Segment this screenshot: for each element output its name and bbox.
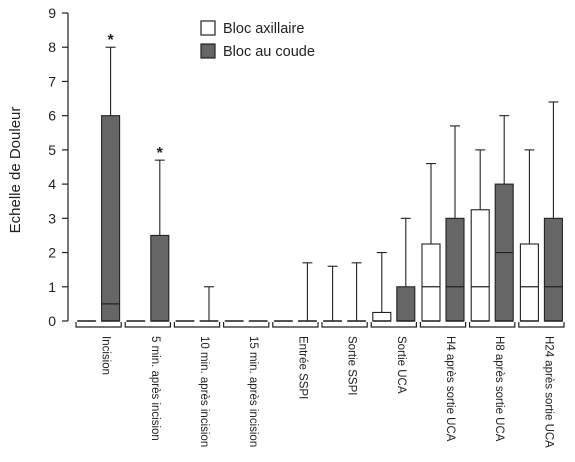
- y-tick-label: 4: [48, 176, 56, 192]
- legend-label-bloc-axillaire: Bloc axillaire: [223, 21, 304, 37]
- y-tick-label: 3: [48, 210, 56, 226]
- category-label-h24-apres-sortie-uca: H24 après sortie UCA: [542, 336, 554, 448]
- box-bloc-au-coude-5-min-apres-incision: [150, 234, 170, 322]
- y-tick-label: 6: [48, 108, 56, 124]
- category-bracket: [518, 322, 565, 328]
- box-bloc-au-coude-incision: [101, 115, 121, 322]
- category-label-15-min-apres-incision: 15 min. après incision: [247, 336, 259, 447]
- y-tick-label: 5: [48, 142, 56, 158]
- axes-layer: [62, 12, 565, 328]
- legend-swatch-bloc-axillaire: [200, 20, 216, 36]
- y-axis-title: Echelle de Douleur: [7, 107, 24, 234]
- category-bracket: [223, 322, 270, 328]
- y-tick-label: 1: [48, 279, 56, 295]
- category-bracket: [370, 322, 417, 328]
- category-label-incision: Incision: [100, 336, 112, 375]
- legend-label-bloc-au-coude: Bloc au coude: [223, 44, 315, 60]
- category-label-sortie-uca: Sortie UCA: [395, 336, 407, 394]
- category-bracket: [75, 322, 122, 328]
- category-label-entree-sspi: Entrée SSPI: [296, 336, 308, 399]
- legend: Bloc axillaire Bloc au coude: [200, 20, 315, 60]
- labels-layer: 0 1 2 3 4 5 6 7 8 9 Incision 5 min. après incision 1…: [48, 5, 554, 448]
- box-bloc-axillaire-sortie-uca: [372, 311, 392, 322]
- box-bloc-au-coude-h24-apres-sortie-uca: [543, 217, 563, 322]
- box-bloc-au-coude-sortie-uca: [396, 286, 416, 322]
- y-tick-label: 8: [48, 39, 56, 55]
- box-bloc-axillaire-h4-apres-sortie-uca: [421, 243, 441, 322]
- category-label-sortie-sspi: Sortie SSPI: [346, 336, 358, 395]
- y-tick-label: 9: [48, 5, 56, 21]
- box-bloc-au-coude-h4-apres-sortie-uca: [445, 217, 465, 322]
- category-bracket: [321, 322, 368, 328]
- box-bloc-axillaire-h8-apres-sortie-uca: [470, 209, 490, 322]
- category-label-10-min-apres-incision: 10 min. après incision: [198, 336, 210, 447]
- y-tick-label: 7: [48, 73, 56, 89]
- category-label-h4-apres-sortie-uca: H4 après sortie UCA: [444, 336, 456, 442]
- category-bracket: [124, 322, 171, 328]
- significance-star: *: [157, 145, 164, 162]
- boxes-layer: [77, 46, 563, 322]
- y-tick-label: 0: [48, 313, 56, 329]
- legend-swatch-bloc-au-coude: [200, 43, 216, 59]
- y-tick-label: 2: [48, 245, 56, 261]
- category-bracket: [419, 322, 467, 328]
- significance-star: *: [107, 32, 114, 49]
- category-label-h8-apres-sortie-uca: H8 après sortie UCA: [493, 336, 505, 442]
- category-label-5-min-apres-incision: 5 min. après incision: [149, 336, 161, 441]
- category-bracket: [173, 322, 221, 328]
- category-bracket: [469, 322, 516, 328]
- category-bracket: [272, 322, 319, 328]
- box-bloc-axillaire-h24-apres-sortie-uca: [519, 243, 539, 322]
